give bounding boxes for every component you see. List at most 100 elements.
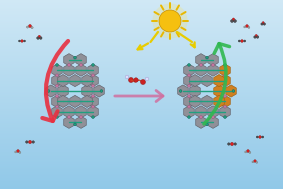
Bar — [0, 40, 283, 41]
Polygon shape — [76, 106, 86, 118]
Polygon shape — [196, 106, 206, 118]
Bar — [0, 149, 283, 150]
Bar — [0, 147, 283, 148]
Polygon shape — [178, 85, 188, 97]
Polygon shape — [82, 95, 92, 108]
Bar — [0, 24, 283, 25]
Bar — [0, 129, 283, 130]
Bar — [0, 61, 283, 62]
Bar — [0, 13, 283, 14]
Bar — [0, 7, 283, 8]
Polygon shape — [220, 95, 230, 108]
Circle shape — [21, 40, 23, 42]
Bar — [0, 95, 283, 96]
Circle shape — [128, 77, 134, 83]
Bar — [0, 31, 283, 32]
Circle shape — [74, 56, 76, 59]
Bar — [0, 11, 283, 12]
Circle shape — [19, 151, 21, 153]
Circle shape — [188, 105, 190, 108]
Circle shape — [224, 74, 226, 77]
Bar — [0, 78, 283, 79]
Bar — [0, 104, 283, 105]
Bar — [0, 105, 283, 106]
Polygon shape — [52, 64, 62, 76]
Circle shape — [254, 160, 256, 162]
Bar — [0, 139, 283, 140]
FancyArrowPatch shape — [115, 91, 163, 101]
Bar — [0, 101, 283, 102]
Bar — [0, 81, 283, 82]
Bar — [0, 29, 283, 30]
Circle shape — [188, 116, 190, 118]
Circle shape — [80, 116, 82, 119]
Bar — [0, 187, 283, 188]
Bar — [0, 116, 283, 117]
Circle shape — [29, 25, 31, 27]
Circle shape — [231, 19, 233, 22]
Bar — [0, 23, 283, 24]
Circle shape — [246, 25, 248, 27]
Bar — [0, 157, 283, 158]
Bar — [0, 171, 283, 172]
Bar — [0, 14, 283, 15]
Circle shape — [254, 36, 256, 38]
Bar — [0, 4, 283, 5]
Polygon shape — [190, 95, 200, 108]
Bar — [0, 38, 283, 39]
Bar — [0, 33, 283, 34]
Bar — [0, 128, 283, 129]
Bar — [0, 46, 283, 47]
Bar — [0, 96, 283, 97]
Bar — [0, 109, 283, 110]
Circle shape — [248, 26, 250, 28]
Polygon shape — [184, 95, 194, 108]
Polygon shape — [94, 85, 104, 97]
Circle shape — [145, 77, 149, 81]
Circle shape — [206, 123, 208, 126]
Bar — [0, 27, 283, 28]
Polygon shape — [58, 85, 68, 97]
Circle shape — [28, 140, 32, 144]
Bar — [0, 160, 283, 161]
Bar — [0, 3, 283, 4]
Bar — [0, 35, 283, 36]
Bar — [0, 90, 283, 91]
Bar — [0, 181, 283, 182]
Bar — [0, 115, 283, 116]
Bar — [0, 148, 283, 149]
Bar — [0, 64, 283, 65]
Bar — [0, 83, 283, 84]
Bar — [0, 153, 283, 154]
Polygon shape — [64, 106, 74, 118]
Bar — [0, 8, 283, 9]
Bar — [0, 135, 283, 136]
Bar — [0, 158, 283, 159]
Bar — [0, 172, 283, 173]
Bar — [0, 69, 283, 70]
Circle shape — [100, 90, 103, 92]
Bar — [0, 34, 283, 35]
Circle shape — [259, 136, 261, 138]
Polygon shape — [208, 64, 218, 76]
Bar — [0, 130, 283, 131]
Bar — [0, 137, 283, 138]
Circle shape — [212, 64, 215, 66]
Bar — [0, 16, 283, 17]
Bar — [0, 136, 283, 137]
Bar — [0, 146, 283, 147]
Circle shape — [56, 64, 58, 66]
Bar — [0, 151, 283, 152]
Bar — [0, 131, 283, 132]
Circle shape — [159, 10, 181, 32]
Circle shape — [244, 40, 246, 42]
Bar — [0, 119, 283, 120]
Circle shape — [245, 151, 247, 153]
Bar — [0, 133, 283, 134]
Bar — [0, 110, 283, 111]
Circle shape — [230, 142, 233, 146]
Bar — [0, 150, 283, 151]
Bar — [0, 102, 283, 103]
Bar — [0, 152, 283, 153]
Bar — [0, 73, 283, 74]
